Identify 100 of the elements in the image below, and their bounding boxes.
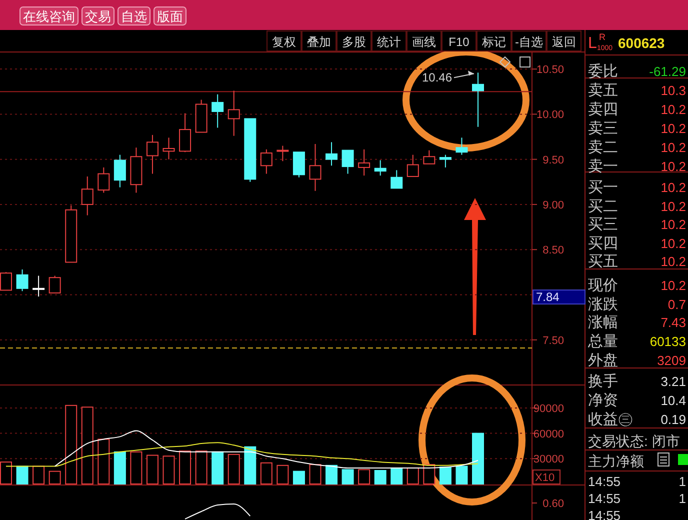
text: 14:55 [588,474,621,489]
text: X10 [535,472,555,484]
text: 10.2 [660,102,686,117]
bar [48,470,61,484]
candlestick [406,154,419,177]
candlestick [276,145,289,162]
bar [472,432,484,484]
bar [439,466,452,484]
candlestick [114,154,126,188]
text: 复权 [272,35,296,49]
candlestick [358,148,370,176]
candlestick [48,275,61,294]
bar [195,450,208,484]
bar [358,469,370,484]
bar [244,446,256,484]
text: 买一 [588,179,618,196]
bar [212,451,224,484]
bar [374,470,386,484]
text: 统计 [377,35,401,49]
text: 10.2 [660,217,686,232]
text: 10.2 [660,121,686,136]
candlestick [390,170,403,189]
text: 14:55 [588,508,621,520]
text: 涨跌 [588,296,618,313]
text: 7.84 [536,290,560,304]
text: 0.60 [542,498,564,510]
bar [0,462,12,484]
bar [390,467,403,484]
bar [406,467,419,484]
text: 版面 [157,9,183,24]
candlestick [16,268,28,292]
candlestick [439,154,452,168]
text: 画线 [412,35,436,49]
text: 10.2 [660,180,686,195]
y-tick-label: 9.50 [542,154,564,166]
text: 叠加 [307,35,331,49]
candlestick [326,142,338,166]
candlestick [456,137,468,156]
text: 多股 [342,35,366,49]
text: F10 [448,35,470,49]
y-tick-label: 60000 [533,428,564,440]
bar [65,404,78,484]
text: 现价 [588,277,618,294]
text: 在线咨询 [23,9,75,24]
candlestick [162,137,175,160]
candlestick [309,143,322,192]
text: 10.3 [660,83,686,98]
text: 外盘 [588,352,618,369]
candlestick [81,176,94,216]
text: 3.21 [660,374,686,389]
bar [326,464,338,484]
y-tick-label: 8.50 [542,244,564,257]
text: 卖四 [588,101,618,118]
candlestick [146,134,158,174]
text: 委比 [588,63,618,80]
bar [16,466,28,484]
candlestick [98,166,110,194]
bar [342,469,354,484]
bar [179,450,192,484]
y-tick-label: 10.50 [536,64,564,76]
bar [260,462,272,484]
text: 3209 [657,353,686,368]
text: 1 [678,491,686,506]
text: R [599,32,606,42]
text: 600623 [618,35,665,51]
bar [81,406,94,484]
text: 涨幅 [588,314,618,331]
text: 1 [678,474,686,489]
text: 主力净额 [588,453,644,469]
candlestick [32,275,45,298]
candlestick [342,150,354,174]
candlestick [260,148,272,174]
bar [130,451,142,484]
text: 买四 [588,235,618,252]
line-series [6,442,478,467]
text: 卖一 [588,158,618,175]
text: 10.2 [660,159,686,174]
candlestick [374,160,386,176]
y-tick-label: 30000 [533,454,564,466]
text: 收益㊂ [588,411,633,428]
y-tick-label: 90000 [533,402,564,415]
text: 14:55 [588,491,621,506]
bar [98,438,110,484]
text: 10.4 [660,393,686,408]
bar [292,470,305,484]
text: 净资 [588,392,618,409]
text: 10.2 [660,236,686,251]
annotation: 10.46 [422,70,452,85]
text: -自选 [515,35,543,49]
candlestick [0,272,12,291]
text: 买五 [588,253,618,270]
text: 卖五 [588,82,618,99]
y-tick-label: 10.00 [536,109,564,122]
text: 7.43 [660,315,686,330]
text: 10.2 [660,254,686,269]
bar [456,466,468,484]
text: 0.19 [660,412,686,427]
bar [228,454,240,484]
text: 10.2 [660,278,686,293]
text: 买二 [588,198,618,215]
